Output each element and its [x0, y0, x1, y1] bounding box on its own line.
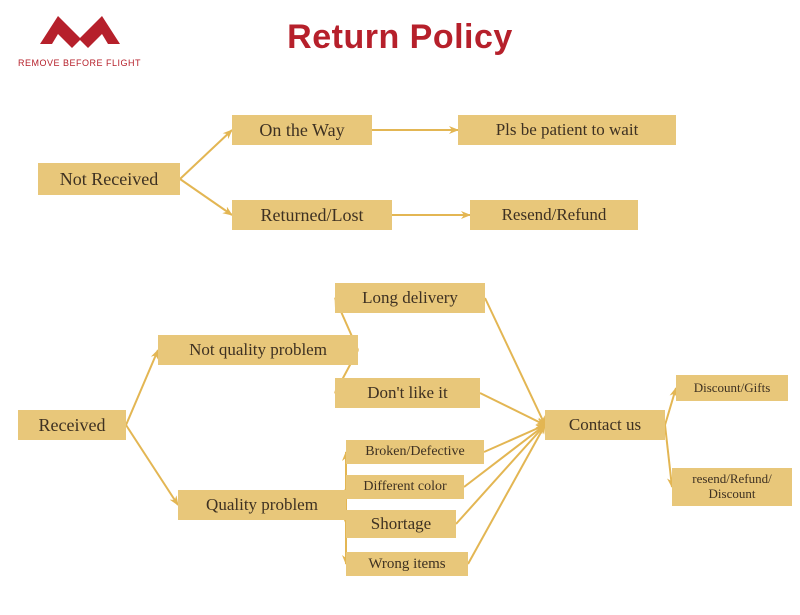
- node-shortage: Shortage: [346, 510, 456, 538]
- node-resend_refund: Resend/Refund: [470, 200, 638, 230]
- node-wrong_items: Wrong items: [346, 552, 468, 576]
- node-broken: Broken/Defective: [346, 440, 484, 464]
- node-resend_refund_discount: resend/Refund/ Discount: [672, 468, 792, 506]
- node-discount_gifts: Discount/Gifts: [676, 375, 788, 401]
- flowchart-canvas: Not Received On the Way Returned/Lost Pls b…: [0, 0, 800, 615]
- node-contact_us: Contact us: [545, 410, 665, 440]
- node-not_quality: Not quality problem: [158, 335, 358, 365]
- node-dont_like: Don't like it: [335, 378, 480, 408]
- node-long_delivery: Long delivery: [335, 283, 485, 313]
- node-diff_color: Different color: [346, 475, 464, 499]
- node-patient: Pls be patient to wait: [458, 115, 676, 145]
- node-on_the_way: On the Way: [232, 115, 372, 145]
- node-returned_lost: Returned/Lost: [232, 200, 392, 230]
- node-received: Received: [18, 410, 126, 440]
- node-quality: Quality problem: [178, 490, 346, 520]
- node-not_received: Not Received: [38, 163, 180, 195]
